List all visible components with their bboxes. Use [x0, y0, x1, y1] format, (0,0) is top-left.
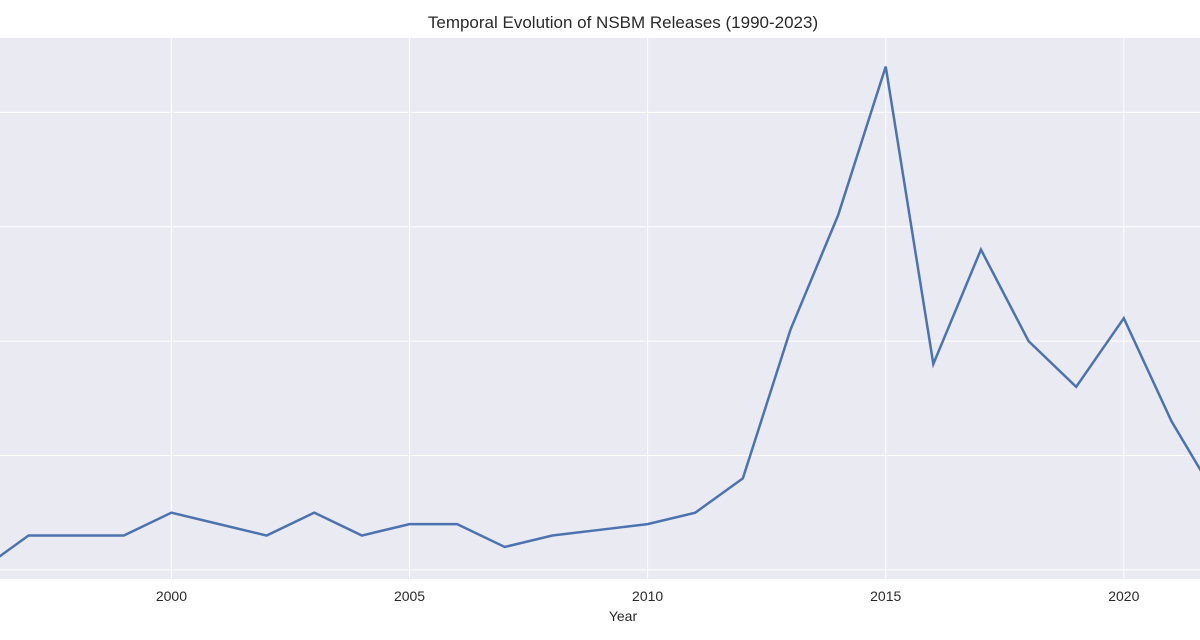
x-axis-label: Year	[609, 608, 638, 624]
series-line	[0, 66, 1200, 558]
series-layer	[0, 66, 1200, 558]
chart-title: Temporal Evolution of NSBM Releases (199…	[428, 13, 818, 32]
x-tick-label: 2010	[632, 588, 663, 604]
x-tick-label: 2005	[394, 588, 425, 604]
x-tick-label: 2000	[156, 588, 187, 604]
x-tick-labels: 2000 2005 2010 2015 2020	[156, 588, 1140, 604]
plot-area	[0, 38, 1200, 579]
gridlines	[0, 38, 1200, 579]
x-tick-label: 2020	[1108, 588, 1139, 604]
x-tick-label: 2015	[870, 588, 901, 604]
